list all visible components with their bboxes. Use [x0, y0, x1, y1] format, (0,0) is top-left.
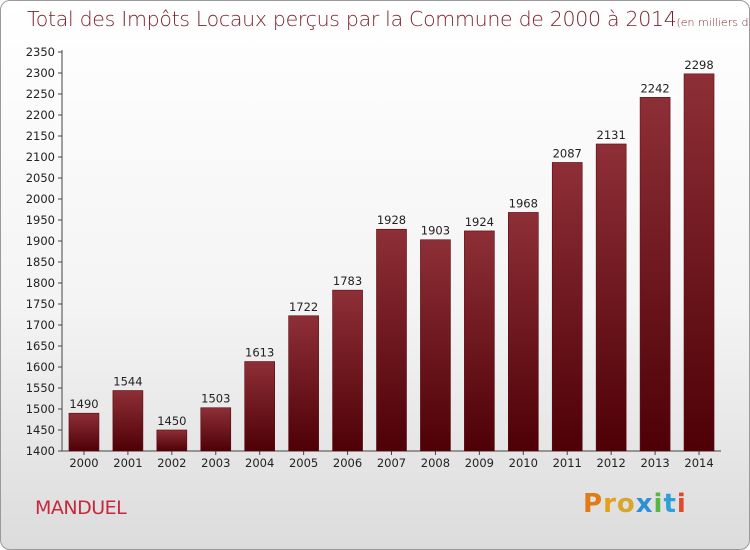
x-tick-label: 2002 — [157, 456, 186, 470]
x-tick-label: 2000 — [69, 456, 98, 470]
y-tick-label: 2100 — [26, 150, 55, 164]
x-tick-label: 2003 — [201, 456, 230, 470]
bar — [332, 289, 363, 452]
bar — [507, 212, 539, 452]
y-tick-label: 1850 — [26, 255, 55, 269]
y-tick-label: 1750 — [26, 297, 55, 311]
bar — [376, 228, 407, 452]
x-tick-label: 2011 — [553, 456, 582, 470]
y-tick-label: 2200 — [26, 108, 55, 122]
bar-value-label: 1450 — [157, 414, 186, 428]
y-tick-label: 2150 — [26, 129, 55, 143]
bar — [639, 97, 671, 452]
y-tick-label: 1450 — [26, 423, 55, 437]
bar — [420, 239, 451, 452]
bar-value-label: 1544 — [113, 375, 142, 389]
y-tick-label: 1400 — [26, 444, 55, 458]
y-tick-label: 1700 — [26, 318, 55, 332]
proxiti-logo: Proxiti — [583, 489, 687, 519]
bars: 1490 1544 1450 1503 1613 1722 1783 1928 1903 1924… — [68, 58, 715, 452]
bar — [200, 407, 232, 452]
bar-value-label: 1968 — [509, 196, 538, 210]
bar — [156, 429, 188, 452]
bar-value-label: 2087 — [553, 146, 582, 160]
bar-value-label: 1490 — [69, 397, 98, 411]
y-tick-label: 2350 — [26, 45, 55, 59]
y-tick-label: 1600 — [26, 360, 55, 374]
y-tick-label: 1500 — [26, 402, 55, 416]
x-tick-label: 2012 — [597, 456, 626, 470]
bar-value-label: 2242 — [640, 81, 669, 95]
y-tick-label: 1550 — [26, 381, 55, 395]
x-tick-label: 2008 — [421, 456, 450, 470]
bar-value-label: 2131 — [597, 128, 626, 142]
bar — [464, 230, 495, 452]
axes: 1400 1450 1500 1550 1600 1650 1700 1750 1800 1850… — [26, 45, 721, 470]
bar — [551, 162, 583, 452]
x-tick-label: 2010 — [509, 456, 538, 470]
bar — [68, 412, 100, 452]
x-tick-label: 2007 — [377, 456, 406, 470]
bar — [288, 315, 319, 452]
bar — [244, 361, 275, 452]
x-tick-label: 2014 — [684, 456, 713, 470]
bar-value-label: 1613 — [245, 346, 274, 360]
bar-value-label: 1924 — [465, 215, 494, 229]
chart-title: Total des Impôts Locaux perçus par la Co… — [27, 7, 749, 31]
y-tick-label: 1650 — [26, 339, 55, 353]
bar-value-label: 1928 — [377, 213, 406, 227]
x-tick-label: 2009 — [465, 456, 494, 470]
commune-name: MANDUEL — [35, 497, 127, 519]
y-tick-label: 1900 — [26, 234, 55, 248]
y-tick-label: 2000 — [26, 192, 55, 206]
y-tick-label: 1800 — [26, 276, 55, 290]
y-tick-label: 2250 — [26, 87, 55, 101]
bar — [112, 390, 144, 452]
y-tick-label: 2050 — [26, 171, 55, 185]
bar-value-label: 1722 — [289, 300, 318, 314]
x-tick-label: 2013 — [640, 456, 669, 470]
bar — [683, 73, 715, 452]
y-tick-label: 2300 — [26, 66, 55, 80]
y-tick-label: 1950 — [26, 213, 55, 227]
bar-value-label: 2298 — [684, 58, 713, 72]
title-text: Total des Impôts Locaux perçus par la Co… — [27, 7, 677, 31]
bar-value-label: 1503 — [201, 392, 230, 406]
x-tick-label: 2001 — [113, 456, 142, 470]
bar-value-label: 1783 — [333, 274, 362, 288]
x-tick-label: 2006 — [333, 456, 362, 470]
x-tick-label: 2005 — [289, 456, 318, 470]
x-tick-label: 2004 — [245, 456, 274, 470]
bar — [595, 143, 627, 452]
bar-value-label: 1903 — [421, 224, 450, 238]
title-unit: (en milliers d'€) — [676, 16, 749, 29]
